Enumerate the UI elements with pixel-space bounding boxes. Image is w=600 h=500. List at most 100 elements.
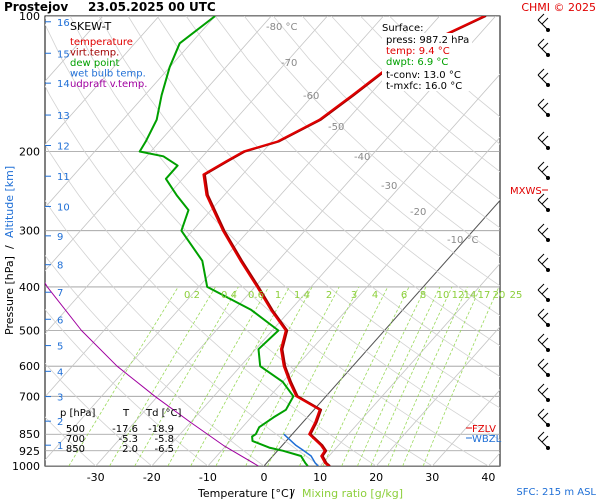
mixing-ratio-label: 25 <box>510 290 523 301</box>
dry-adiabat <box>45 254 265 466</box>
isotherm <box>545 16 600 466</box>
barb-dot <box>546 348 550 352</box>
altitude-tick-label: 9 <box>57 232 63 243</box>
mixing-ratio-line <box>322 286 410 466</box>
legend-entry: temperature <box>70 37 133 48</box>
mixing-ratio-label: 2 <box>326 290 332 301</box>
wbzl-label: WBZL <box>472 434 502 445</box>
table-header-t: T <box>122 408 130 419</box>
pressure-tick-label: 925 <box>19 445 40 458</box>
mixing-ratio-label: 17 <box>478 290 491 301</box>
table-row-t: -17.6 <box>112 424 138 435</box>
table-row-t: -5.3 <box>118 434 138 445</box>
altitude-tick-label: 3 <box>57 393 63 404</box>
barb-dot <box>546 28 550 32</box>
mixing-ratio-line <box>267 286 360 466</box>
barb-flag <box>541 412 549 420</box>
barb-shaft <box>537 314 549 326</box>
temperature-tick-label: 0 <box>261 471 268 484</box>
mixing-ratio-line <box>167 286 270 466</box>
barb-flag <box>541 227 549 235</box>
barb-flag <box>537 431 545 439</box>
barb-flag <box>537 161 545 169</box>
dry-adiabat <box>45 362 153 466</box>
mixing-ratio-label: 20 <box>493 290 506 301</box>
chart-title: SKEW-T <box>70 20 112 33</box>
sounding-datetime: 23.05.2025 00 UTC <box>88 0 216 14</box>
barb-shaft <box>537 229 549 241</box>
isotherm <box>151 73 500 466</box>
pressure-tick-label: 500 <box>19 325 40 338</box>
isotherm-label: -80 °C <box>266 22 298 33</box>
mixing-ratio-label: 10 <box>437 290 450 301</box>
y-axis-title-sep: / <box>3 245 16 249</box>
isotherm <box>319 263 500 466</box>
y-axis-title-alt: Altitude [km] <box>3 166 16 238</box>
altitude-tick-label: 12 <box>57 142 70 153</box>
barb-flag <box>541 287 549 295</box>
barb-flag <box>541 135 549 143</box>
barb-shaft <box>537 437 549 449</box>
mxws-label: MXWS <box>510 186 542 197</box>
mixing-ratio-line <box>68 286 179 466</box>
surface-title: Surface: <box>382 23 423 34</box>
surface-tconv: t-conv: 13.0 °C <box>386 70 461 81</box>
mixing-ratio-label: 12 <box>452 290 465 301</box>
barb-shaft <box>537 339 549 351</box>
temperature-tick-label: -10 <box>199 471 217 484</box>
barb-flag <box>537 68 545 76</box>
dry-adiabat <box>127 16 500 377</box>
mixing-ratio-line <box>357 286 441 466</box>
isotherm <box>45 16 160 145</box>
pressure-tick-label: 1000 <box>12 460 40 473</box>
barb-shaft <box>537 199 549 211</box>
altitude-tick-label: 6 <box>57 315 63 326</box>
barb-flag <box>537 98 545 106</box>
mixing-ratio-label: 1 <box>275 290 281 301</box>
barb-flag <box>537 193 545 201</box>
wind-barb-icon <box>537 358 550 377</box>
mixing-ratio-line <box>134 286 239 466</box>
barb-shaft <box>537 44 549 56</box>
barb-flag <box>537 308 545 316</box>
pressure-tick-label: 400 <box>19 281 40 294</box>
barb-dot <box>546 146 550 150</box>
barb-flag <box>541 72 549 80</box>
wind-barb-icon <box>537 161 550 180</box>
barb-shaft <box>537 364 549 376</box>
x-axis-title-sep: / <box>291 487 295 500</box>
mixing-ratio-line <box>245 286 340 466</box>
wet-bulb-line <box>283 433 319 466</box>
table-row-t: 2.0 <box>122 444 138 455</box>
legend-entry: wet bulb temp. <box>70 69 146 80</box>
mixing-ratio-line <box>109 286 216 466</box>
altitude-tick-label: 8 <box>57 261 63 272</box>
barb-flag <box>541 257 549 265</box>
table-row-p: 850 <box>66 444 85 455</box>
altitude-tick-label: 11 <box>57 172 70 183</box>
altitude-tick-label: 10 <box>57 202 70 213</box>
isotherm-zero <box>263 199 500 466</box>
barb-flag <box>537 13 545 21</box>
level-table: p [hPa] T Td [°C] 500 -17.6 -18.9 700 -5… <box>60 408 182 455</box>
table-row-td: -5.8 <box>154 434 174 445</box>
mixing-ratio-label: 6 <box>401 290 407 301</box>
barb-flag <box>541 362 549 370</box>
mixing-ratio-line <box>341 286 427 466</box>
temperature-tick-label: 30 <box>425 471 439 484</box>
barb-flag <box>537 283 545 291</box>
legend-entry: dew point <box>70 58 119 69</box>
barb-shaft <box>537 389 549 401</box>
table-header-p: p [hPa] <box>60 408 95 419</box>
barb-shaft <box>537 19 549 31</box>
surface-dwpt: dwpt: 6.9 °C <box>386 57 448 68</box>
wind-barbs <box>537 13 550 450</box>
barb-shaft <box>537 137 549 149</box>
dry-adiabat <box>243 16 500 258</box>
temperature-tick-label: 10 <box>313 471 327 484</box>
barb-flag <box>537 408 545 416</box>
dry-adiabat <box>185 16 500 316</box>
isotherm <box>45 16 440 461</box>
parcel-line <box>45 282 259 466</box>
barb-shaft <box>537 414 549 426</box>
